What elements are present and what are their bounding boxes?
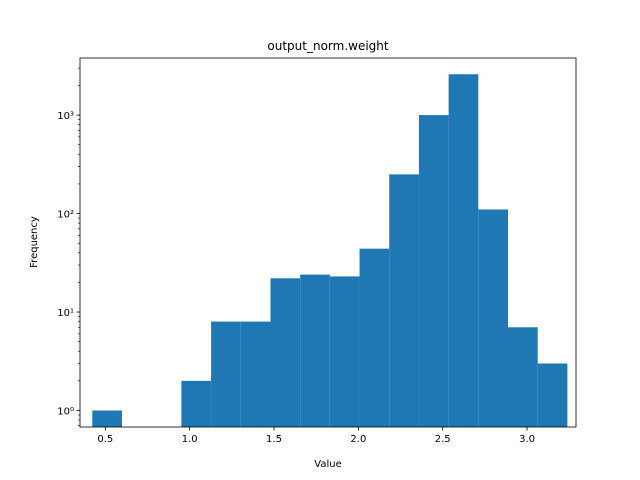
x-tick-label: 1.0 bbox=[182, 434, 198, 445]
histogram-bar bbox=[92, 410, 123, 427]
x-tick-label: 2.5 bbox=[435, 434, 451, 445]
histogram-bar bbox=[359, 248, 390, 427]
y-tick-label: 10³ bbox=[57, 111, 74, 122]
histogram-bar bbox=[537, 363, 568, 427]
x-axis-ticks: 0.5 1.0 1.5 2.0 2.5 3.0 bbox=[97, 427, 535, 445]
histogram-bar bbox=[418, 115, 449, 427]
chart-title: output_norm.weight bbox=[267, 39, 389, 53]
histogram-bar bbox=[181, 380, 212, 427]
histogram-bar bbox=[329, 276, 360, 427]
histogram-bar bbox=[448, 74, 479, 427]
y-axis-label: Frequency bbox=[29, 216, 40, 268]
histogram-bar bbox=[478, 209, 509, 427]
histogram-bar bbox=[300, 274, 330, 427]
histogram-bar bbox=[508, 327, 538, 427]
x-tick-label: 2.0 bbox=[350, 434, 366, 445]
histogram-bar bbox=[389, 174, 419, 427]
y-tick-label: 10⁰ bbox=[57, 407, 74, 418]
histogram-bar bbox=[211, 321, 241, 427]
plot-frame bbox=[79, 57, 577, 428]
x-tick-label: 0.5 bbox=[97, 434, 113, 445]
y-tick-label: 10¹ bbox=[57, 308, 74, 319]
y-axis-ticks: 10⁰ 10¹ 10² 10³ bbox=[57, 67, 80, 427]
y-tick-label: 10² bbox=[57, 210, 74, 221]
histogram-bar bbox=[240, 321, 271, 427]
bars-group bbox=[92, 74, 568, 427]
histogram-bar bbox=[270, 278, 301, 427]
x-tick-label: 1.5 bbox=[266, 434, 282, 445]
x-axis-label: Value bbox=[314, 459, 341, 470]
x-tick-label: 3.0 bbox=[519, 434, 535, 445]
